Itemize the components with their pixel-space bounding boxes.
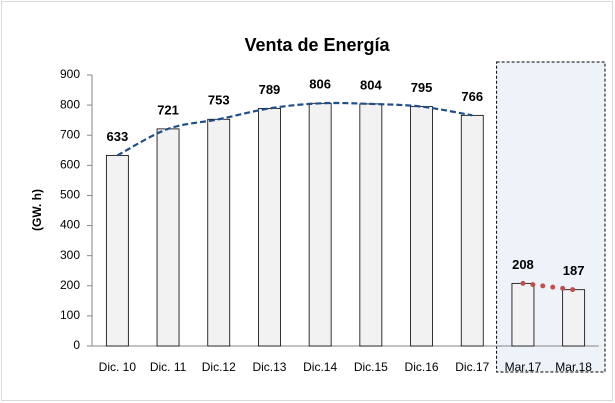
bar [105,154,129,347]
data-label: 208 [512,257,534,272]
y-tick-label: 700 [60,127,80,141]
y-axis-label: (GW. h) [30,189,44,231]
bar [258,108,281,347]
trend-line [520,280,577,293]
x-tick-label: Dic. 11 [150,360,187,374]
y-tick-label: 600 [60,158,80,172]
chart-title: Venta de Energía [244,35,390,55]
x-tick-label: Dic.13 [252,360,286,374]
x-tick-label: Dic.15 [354,360,388,374]
bar [156,128,180,347]
bar [460,114,484,347]
y-tick-label: 100 [60,308,80,322]
data-label: 789 [259,82,281,97]
data-label: 806 [309,77,331,92]
data-label: 721 [157,102,179,117]
data-label: 795 [411,80,433,95]
data-label: 633 [106,129,128,144]
y-tick-label: 0 [73,338,80,352]
x-tick-label: Dic.12 [202,360,236,374]
trend-line [116,101,473,157]
y-tick-label: 900 [60,67,80,81]
x-tick-label: Dic. 10 [99,360,137,374]
bar [511,282,535,347]
x-tick-label: Mar.17 [505,360,542,374]
bar [308,102,332,347]
x-tick-label: Dic.14 [303,360,337,374]
x-tick-label: Dic.17 [455,360,489,374]
bar [562,289,586,347]
y-tick-label: 500 [60,188,80,202]
data-label: 804 [360,77,382,92]
data-label: 766 [461,89,483,104]
data-label: 187 [563,263,585,278]
y-tick-label: 800 [60,97,80,111]
y-tick-label: 300 [60,248,80,262]
x-tick-label: Mar.18 [555,360,592,374]
y-tick-label: 400 [60,218,80,232]
bar [410,106,433,347]
y-tick-label: 200 [60,278,80,292]
bar [359,103,383,347]
x-tick-label: Dic.16 [405,360,439,374]
bar [207,118,231,347]
data-label: 753 [208,93,230,108]
